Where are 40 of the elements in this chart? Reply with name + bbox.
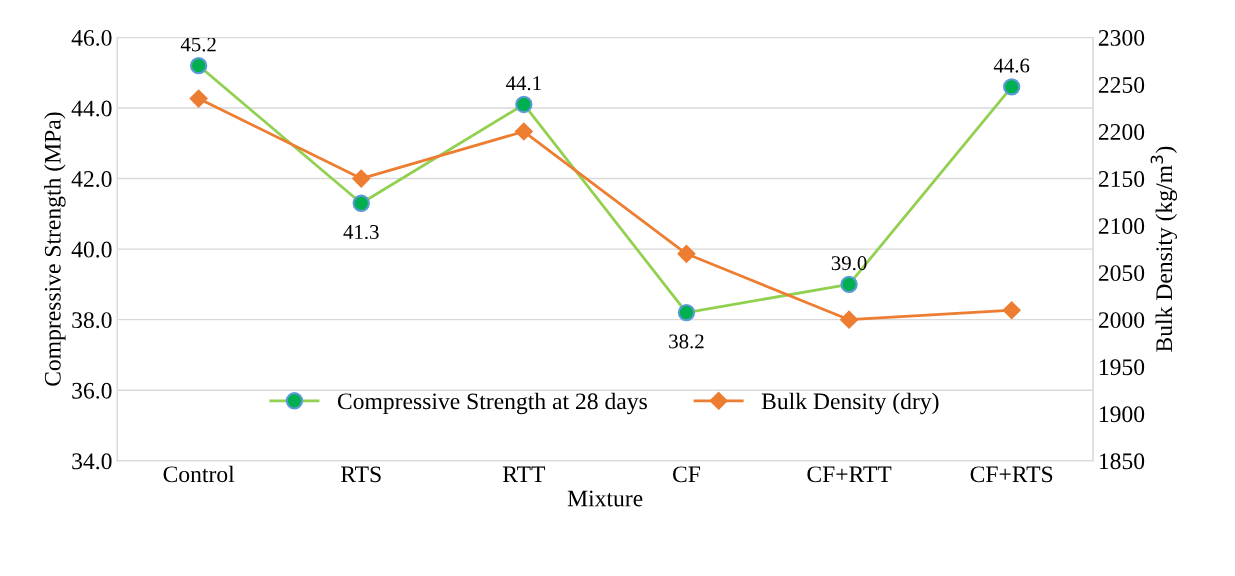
y2-tick-label: 1850 (1099, 453, 1145, 470)
y2-tick-label: 2150 (1098, 171, 1145, 187)
data-label: 41.3 (343, 225, 379, 240)
y2-tick-label: 2100 (1098, 218, 1145, 235)
x-tick-label: RTT (502, 466, 546, 483)
point (352, 169, 371, 188)
x-tick-label: Control (163, 465, 235, 483)
point (1002, 301, 1021, 320)
point (514, 122, 533, 141)
x-axis-title: Mixture (567, 490, 643, 507)
data-label: 44.1 (506, 76, 541, 91)
data-label: 45.2 (180, 37, 216, 52)
y2-axis-title: Bulk Density (kg/m$^{3}$) (1150, 146, 1178, 352)
x-tick-label: CF+RTT (807, 466, 892, 483)
x-tick-label: RTS (340, 466, 381, 483)
y-tick-label: 46.0 (71, 29, 112, 46)
legend-label: Bulk Density (dry) (761, 392, 939, 415)
x-tick-label: CF+RTS (970, 466, 1053, 483)
y-tick-label: 34.0 (72, 453, 112, 470)
data-label: 39.0 (831, 256, 867, 271)
point (189, 89, 208, 108)
y2-tick-label: 1950 (1099, 359, 1145, 376)
y2-tick-label: 1900 (1099, 406, 1145, 423)
data-label: 44.6 (993, 58, 1030, 73)
y2-tick-label: 2050 (1098, 265, 1145, 282)
y-axis-title: Compressive Strength (MPa) (44, 112, 66, 386)
y-tick-label: 36.0 (72, 382, 112, 399)
y-tick-label: 38.0 (72, 312, 112, 329)
data-label: 38.2 (669, 334, 704, 349)
point (677, 244, 696, 263)
legend-label: Compressive Strength at 28 days (337, 392, 647, 415)
y2-tick-label: 2200 (1098, 124, 1145, 140)
y-tick-label: 42.0 (71, 171, 112, 188)
point (840, 310, 858, 329)
y2-tick-label: 2300 (1098, 29, 1145, 46)
y2-tick-label: 2250 (1098, 76, 1145, 93)
y-tick-label: 44.0 (71, 100, 112, 117)
x-tick-label: CF (672, 466, 701, 483)
y-tick-label: 40.0 (71, 241, 112, 258)
y2-tick-label: 2000 (1098, 312, 1145, 329)
